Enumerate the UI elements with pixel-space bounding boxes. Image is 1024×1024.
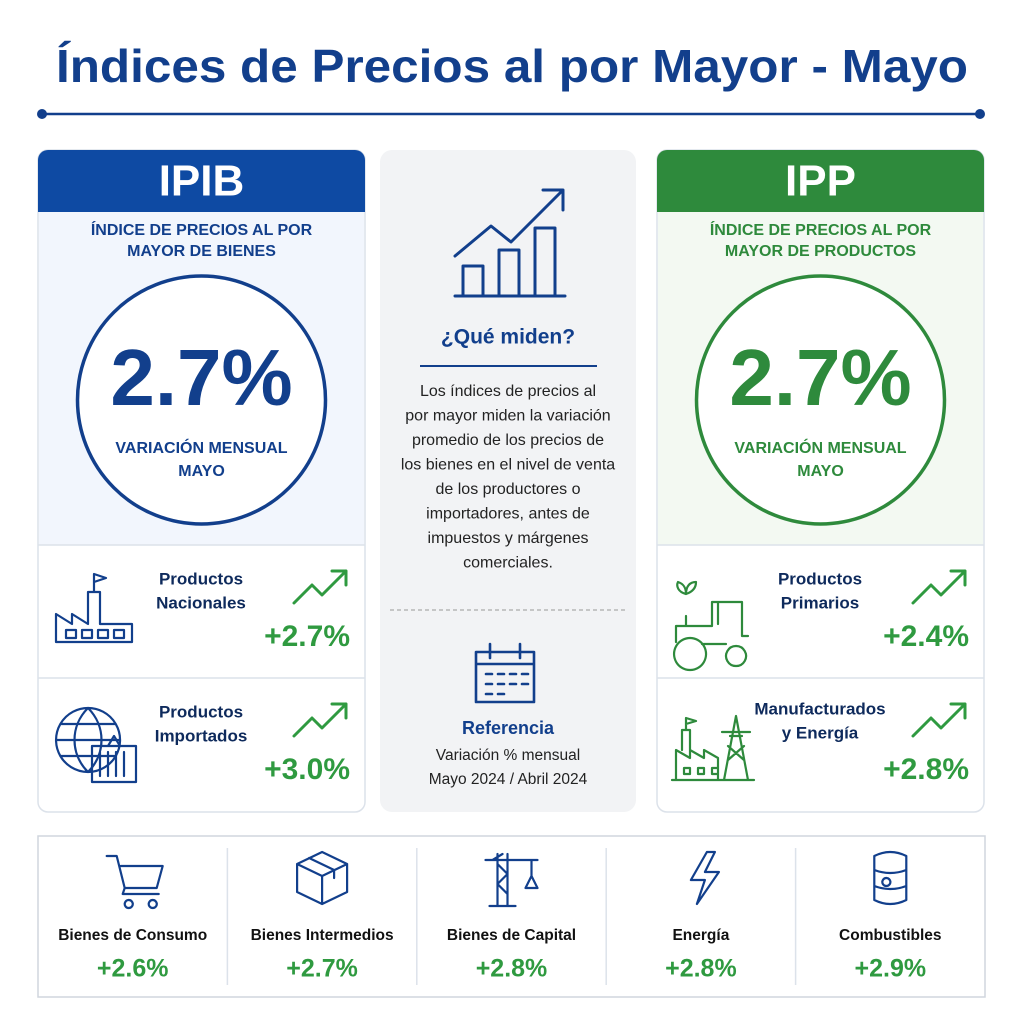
trend-icon [911, 569, 967, 605]
factory-icon [54, 572, 134, 644]
item-value: +2.8% [883, 753, 969, 786]
item-label: Productos [159, 569, 243, 588]
box-icon [296, 850, 349, 906]
item-value: +3.0% [264, 753, 350, 786]
category-label: Bienes de Capital [447, 927, 576, 944]
card-subtitle: MAYOR DE BIENES [127, 243, 276, 260]
rule-dot [37, 109, 47, 119]
item-label: Productos [778, 569, 862, 588]
barrel-icon [873, 850, 908, 906]
info-card [380, 150, 636, 812]
item-label: Manufacturados [754, 699, 885, 718]
category-value: +2.8% [476, 955, 548, 983]
info-body: de los productores o [436, 481, 581, 498]
category-value: +2.8% [665, 955, 737, 983]
category-label: Bienes de Consumo [58, 927, 207, 944]
item-label: Primarios [781, 593, 859, 612]
card-subtitle: ÍNDICE DE PRECIOS AL POR [91, 220, 313, 239]
info-body: comerciales. [463, 555, 553, 572]
info-body: impuestos y márgenes [428, 530, 589, 547]
card-subtitle: MAYOR DE PRODUCTOS [725, 243, 916, 260]
reference-line: Variación % mensual [436, 747, 580, 764]
reference-heading: Referencia [462, 718, 555, 738]
card-caption: MAYO [797, 463, 844, 480]
card-header [657, 150, 984, 212]
info-body: promedio de los precios de [412, 432, 604, 449]
info-body: por mayor miden la variación [405, 408, 610, 425]
info-heading: ¿Qué miden? [441, 326, 575, 349]
plant-icon [670, 714, 756, 782]
card-value: 2.7% [110, 333, 292, 422]
item-label: Nacionales [156, 593, 246, 612]
category-strip [37, 835, 986, 998]
cart-icon [105, 854, 164, 910]
globe-icon [54, 706, 122, 774]
item-value: +2.4% [883, 620, 969, 653]
card-code: IPP [785, 157, 856, 206]
category-label: Bienes Intermedios [251, 927, 394, 944]
card-code: IPIB [159, 157, 245, 206]
info-body: los bienes en el nivel de venta [401, 457, 615, 474]
title: Índices de Precios al por Mayor - Mayo [56, 40, 968, 92]
card-value: 2.7% [729, 333, 911, 422]
category-label: Combustibles [839, 927, 941, 944]
card-subtitle: ÍNDICE DE PRECIOS AL POR [710, 220, 932, 239]
info-body: Los índices de precios al [420, 383, 596, 400]
trend-icon [292, 702, 348, 738]
card-header [38, 150, 365, 212]
reference-line: Mayo 2024 / Abril 2024 [429, 771, 588, 788]
value-ring [694, 274, 947, 526]
tractor-icon [672, 580, 750, 672]
trend-icon [292, 569, 348, 605]
value-ring [75, 274, 328, 526]
bolt-icon [689, 850, 720, 906]
crane-icon [484, 852, 539, 908]
item-label: Productos [159, 702, 243, 721]
info-body: importadores, antes de [426, 506, 590, 523]
chart-icon [453, 188, 567, 298]
card-caption: VARIACIÓN MENSUAL [734, 438, 906, 457]
card-caption: MAYO [178, 463, 225, 480]
item-label: Importados [155, 726, 248, 745]
category-value: +2.9% [855, 955, 927, 983]
card-caption: VARIACIÓN MENSUAL [115, 438, 287, 457]
item-value: +2.7% [264, 620, 350, 653]
item-label: y Energía [782, 723, 859, 742]
container-icon [90, 734, 138, 784]
calendar-icon [474, 642, 536, 704]
rule-dot [975, 109, 985, 119]
category-label: Energía [672, 927, 729, 944]
category-value: +2.7% [286, 955, 358, 983]
category-value: +2.6% [97, 955, 169, 983]
trend-icon [911, 702, 967, 738]
